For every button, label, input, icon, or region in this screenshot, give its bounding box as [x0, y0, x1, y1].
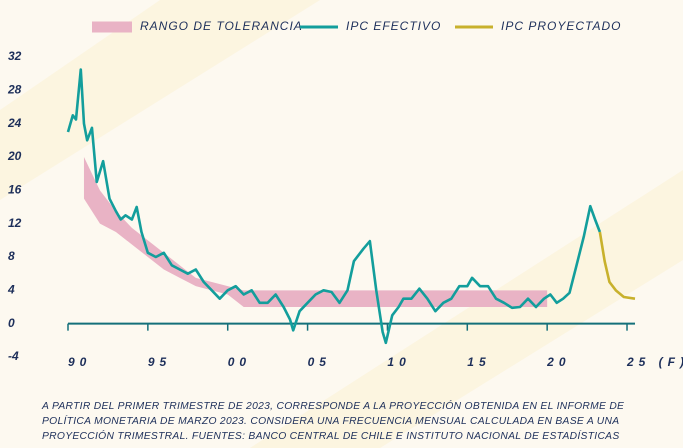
x-tick-label: 15 [467, 355, 490, 369]
y-tick-label: -4 [8, 349, 19, 363]
legend-label: RANGO DE TOLERANCIA [140, 19, 303, 33]
x-tick-label: 90 [68, 355, 91, 369]
x-tick-label: 25 (F) [626, 355, 683, 369]
y-tick-label: 20 [7, 149, 22, 163]
y-tick-label: 4 [7, 283, 15, 297]
y-tick-label: 12 [8, 216, 22, 230]
tolerance-band [83, 157, 548, 307]
x-tick-label: 05 [308, 355, 331, 369]
y-tick-label: 16 [8, 183, 22, 197]
footnote: A PARTIR DEL PRIMER TRIMESTRE DE 2023, C… [42, 401, 625, 442]
x-tick-label: 00 [228, 355, 251, 369]
y-tick-label: 24 [7, 116, 22, 130]
line-series [598, 231, 636, 300]
x-tick-label: 95 [148, 355, 171, 369]
x-tick-label: 10 [387, 355, 410, 369]
bg-shape [0, 0, 320, 200]
legend-label: IPC PROYECTADO [501, 19, 621, 33]
x-tick-label: 20 [546, 355, 570, 369]
y-tick-label: 32 [8, 49, 22, 63]
bg-shape [250, 170, 683, 448]
y-tick-label: 8 [8, 249, 15, 263]
y-tick-label: 0 [8, 316, 15, 330]
y-tick-label: 28 [7, 83, 22, 97]
legend-label: IPC EFECTIVO [346, 19, 441, 33]
line-series [66, 68, 602, 345]
